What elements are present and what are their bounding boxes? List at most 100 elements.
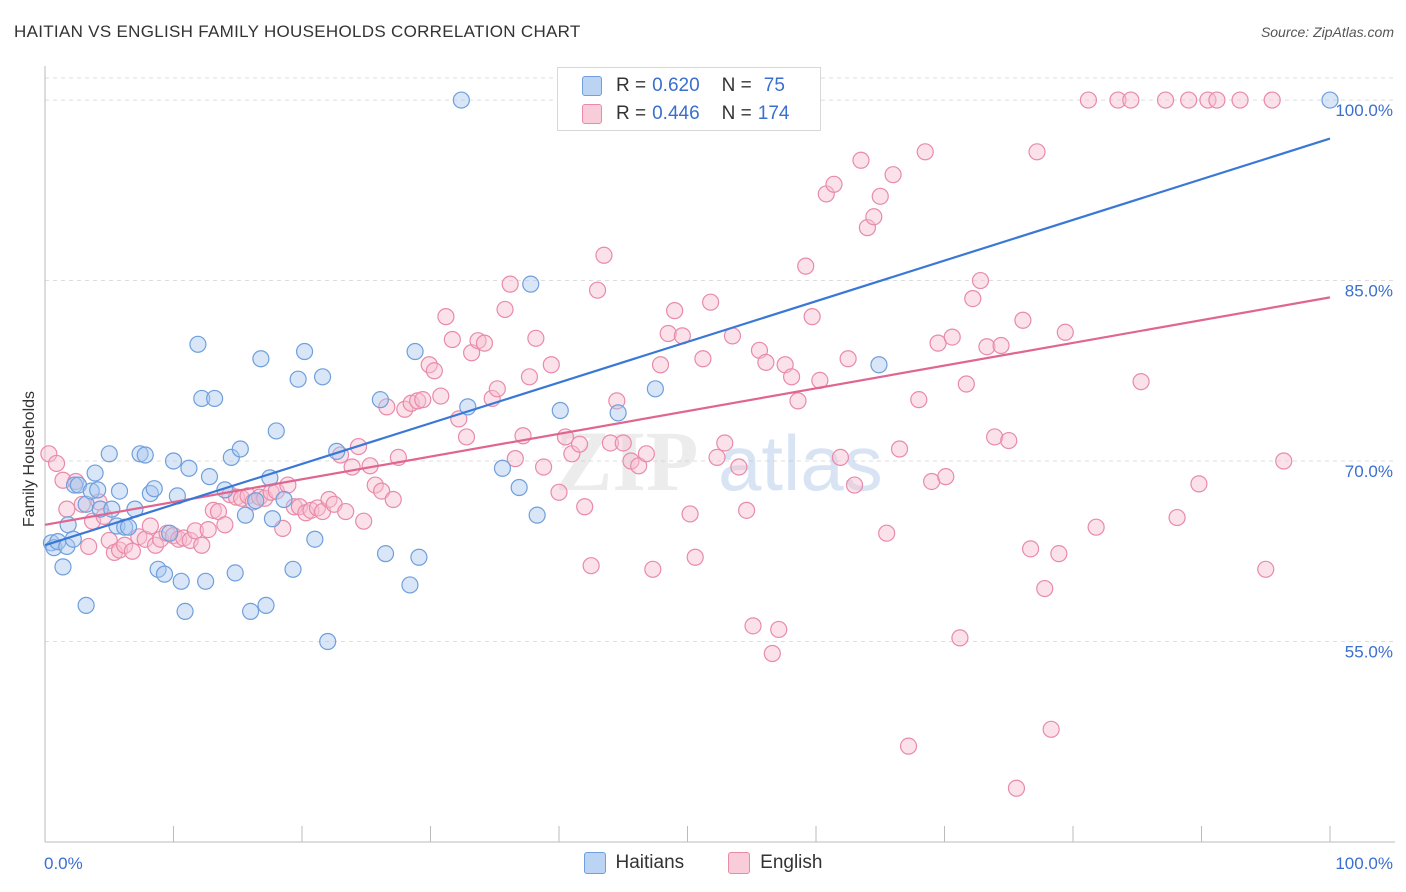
data-point-english: [825, 175, 843, 193]
data-point-haitian: [493, 459, 512, 477]
y-tick-label: 55.0%: [1345, 642, 1393, 661]
data-point-english: [1231, 91, 1249, 109]
data-point-haitian: [145, 480, 163, 498]
legend-item-english[interactable]: English: [728, 852, 822, 874]
data-point-haitian: [231, 440, 249, 458]
legend-item-haitians[interactable]: Haitians: [583, 852, 685, 874]
data-point-english: [73, 495, 91, 513]
watermark-zip: ZIP: [555, 413, 698, 509]
data-point-english: [1014, 311, 1032, 329]
data-point-haitian: [551, 401, 569, 420]
data-point-english: [978, 338, 996, 356]
data-point-english: [1168, 508, 1186, 527]
x-tick-label: 100.0%: [1335, 854, 1393, 873]
data-point-english: [694, 350, 712, 368]
data-point-haitian: [110, 482, 129, 500]
data-point-english: [1156, 91, 1175, 109]
data-point-english: [943, 328, 961, 346]
data-point-english: [186, 522, 204, 540]
data-point-haitian: [410, 548, 428, 566]
legend-r-label: R =: [616, 75, 647, 96]
data-point-english: [637, 445, 655, 463]
data-point-english: [1275, 452, 1293, 470]
legend-swatch-english: [582, 104, 602, 124]
data-point-haitian: [77, 596, 95, 614]
data-point-english: [1109, 91, 1127, 109]
data-point-english: [343, 458, 361, 476]
data-point-haitian: [193, 389, 211, 408]
data-point-haitian: [406, 342, 424, 361]
data-point-haitian: [319, 632, 337, 651]
data-point-english: [501, 275, 519, 293]
legend-label-haitians: Haitians: [615, 852, 685, 873]
x-tick-label: 0.0%: [44, 854, 83, 873]
trend-line-haitian: [44, 137, 1331, 547]
data-point-haitian: [376, 545, 395, 563]
legend-swatch-haitians: [583, 852, 606, 874]
data-point-english: [80, 537, 98, 556]
y-tick-label: 70.0%: [1345, 462, 1393, 481]
data-point-english: [47, 454, 66, 473]
data-point-english: [789, 392, 807, 410]
data-point-haitian: [257, 596, 275, 614]
data-point-haitian: [172, 572, 190, 590]
data-point-english: [570, 435, 589, 453]
data-point-english: [770, 620, 788, 639]
data-point-english: [1021, 540, 1040, 558]
data-point-english: [1190, 475, 1208, 493]
data-point-english: [651, 356, 670, 374]
data-point-english: [852, 151, 870, 169]
data-point-english: [630, 457, 648, 475]
data-point-english: [193, 536, 211, 554]
data-point-haitian: [275, 490, 293, 509]
data-point-english: [488, 380, 506, 398]
y-tick-label: 100.0%: [1335, 101, 1393, 120]
data-point-english: [496, 300, 514, 319]
y-tick-label: 85.0%: [1345, 282, 1393, 301]
data-point-haitian: [226, 564, 244, 582]
data-point-english: [666, 302, 684, 320]
data-point-english: [763, 644, 781, 663]
data-point-english: [845, 476, 864, 494]
data-point-english: [320, 490, 338, 509]
data-point-english: [1028, 143, 1046, 161]
legend-n-value: 75: [763, 75, 785, 96]
data-point-english: [937, 468, 955, 486]
data-point-english: [432, 387, 450, 405]
data-point-english: [595, 246, 613, 264]
trend-line-english: [44, 296, 1331, 526]
data-point-english: [730, 458, 748, 476]
data-point-english: [1000, 431, 1018, 450]
data-point-english: [384, 490, 402, 509]
data-point-english: [738, 501, 756, 519]
data-point-english: [582, 557, 600, 575]
data-point-english: [141, 517, 159, 535]
trend-lines: [44, 137, 1331, 547]
data-point-haitian: [197, 572, 215, 590]
data-point-haitian: [164, 452, 183, 470]
data-point-english: [1257, 560, 1275, 578]
data-point-haitian: [263, 510, 282, 528]
data-point-english: [1036, 579, 1054, 598]
data-point-haitian: [510, 478, 528, 497]
tick-labels: 55.0% 70.0% 85.0% 100.0% 0.0% 100.0%: [44, 101, 1393, 873]
data-point-english: [576, 498, 594, 516]
axis-layer: [44, 66, 1395, 843]
data-point-english: [890, 440, 909, 458]
data-point-english: [378, 398, 396, 416]
data-point-english: [1087, 518, 1105, 536]
data-point-haitian: [82, 482, 100, 500]
data-point-english: [1079, 91, 1098, 109]
data-point-haitian: [289, 370, 307, 388]
data-point-english: [601, 434, 620, 452]
data-point-haitian: [200, 468, 219, 486]
data-point-english: [152, 530, 170, 548]
data-point-haitian: [295, 342, 314, 361]
legend-r-value: 0.620: [652, 75, 700, 96]
data-point-haitian: [189, 335, 207, 353]
data-point-haitian: [86, 464, 104, 482]
haitian-points: [42, 91, 1339, 651]
data-point-english: [588, 281, 607, 299]
data-point-english: [831, 448, 850, 467]
